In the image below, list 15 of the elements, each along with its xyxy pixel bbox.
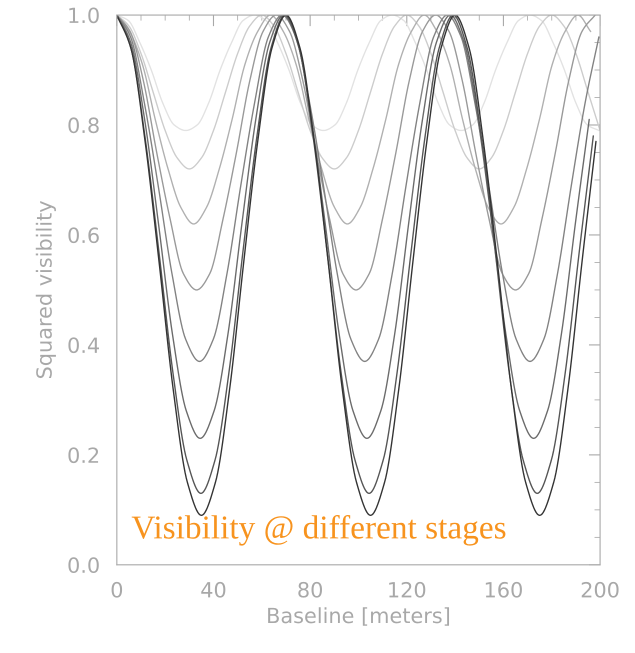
y-tick-label: 1.0 (69, 7, 99, 24)
y-tick-label: 0.4 (68, 337, 100, 354)
y-tick-label: 0.2 (68, 447, 98, 464)
x-tick-label: 120 (389, 582, 426, 598)
x-axis-title: Baseline [meters] (268, 607, 450, 626)
y-axis-title: Squared visibility (36, 201, 56, 378)
x-tick-label: 40 (201, 582, 226, 598)
y-tick-label: 0.0 (68, 557, 99, 574)
x-tick-label: 200 (582, 582, 619, 598)
y-tick-label: 0.8 (68, 117, 99, 134)
x-tick-label: 0 (112, 582, 122, 598)
y-tick-label: 0.6 (68, 227, 99, 244)
x-tick-label: 80 (298, 582, 322, 598)
annotation: Visibility @ different stages (132, 514, 506, 546)
x-tick-label: 160 (486, 582, 522, 598)
